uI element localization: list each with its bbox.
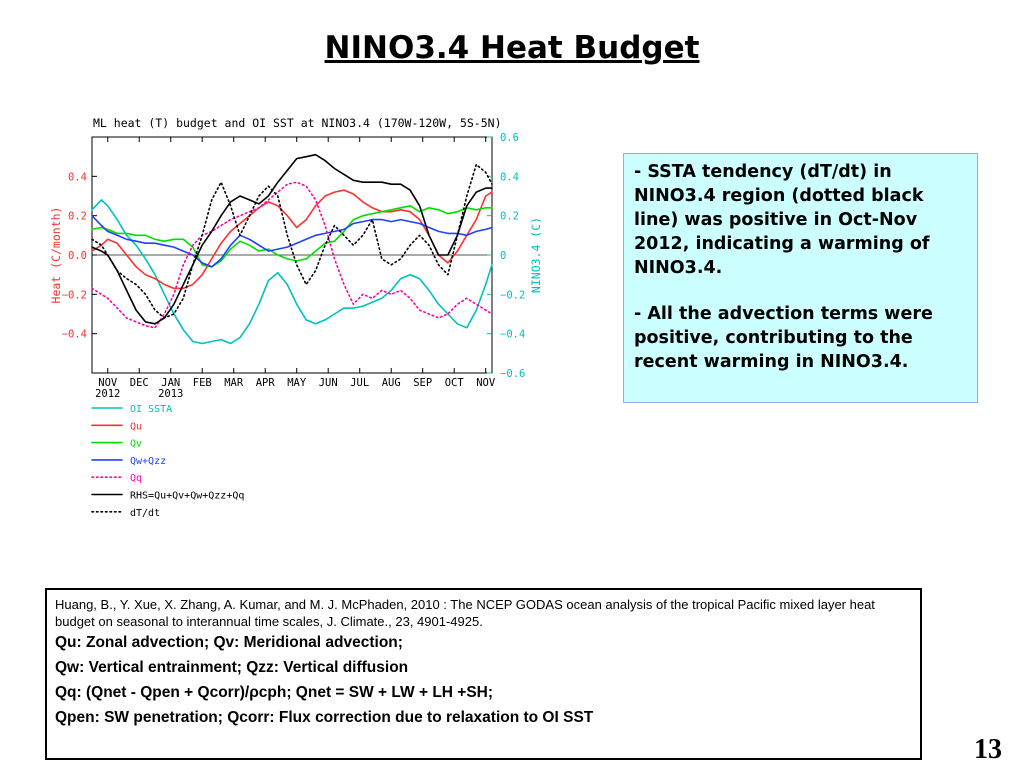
legend-label: RHS=Qu+Qv+Qw+Qzz+Qq — [130, 491, 244, 502]
year-label: 2013 — [158, 388, 183, 400]
bullet-dash: - — [634, 162, 648, 182]
plot-content: NOV DEC JAN FEB MAR APR MAY JUN JUL AUG SEP OCT NOV2… — [62, 132, 526, 400]
legend-label: OI SSTA — [130, 404, 172, 415]
x-tick-label: JUN — [319, 377, 338, 389]
y-tick-label-left: 0.2 — [68, 211, 87, 223]
chart-title: ML heat (T) budget and OI SST at NINO3.4… — [93, 116, 502, 130]
y-tick-label-right: 0.6 — [500, 132, 519, 144]
legend-label: Qv — [130, 439, 142, 450]
year-label: 2012 — [95, 388, 120, 400]
series-line-dt-dt — [91, 163, 493, 319]
x-tick-label: OCT — [445, 377, 465, 389]
legend-label: dT/dt — [130, 508, 160, 519]
y-tick-label-left: 0.0 — [68, 250, 87, 262]
page-number: 13 — [974, 734, 1002, 765]
x-tick-label: JAN — [161, 377, 180, 389]
definition-entrainment: Qw: Vertical entrainment; Qzz: Vertical … — [55, 659, 409, 676]
bullet-ssta-tendency: - SSTA tendency (dT/dt) in NINO3.4 regio… — [634, 160, 971, 280]
definition-qq: Qq: (Qnet - Qpen + Qcorr)/ρcph; Qnet = S… — [55, 684, 494, 701]
series-line-qw-qzz — [91, 214, 493, 268]
series-line-qu — [91, 189, 493, 290]
y-tick-label-right: 0.4 — [500, 171, 519, 183]
bullet-text: SSTA tendency (dT/dt) in NINO3.4 region … — [634, 162, 930, 278]
bullet-box: - SSTA tendency (dT/dt) in NINO3.4 regio… — [623, 153, 978, 403]
legend-label: Qq — [130, 473, 142, 484]
y-tick-label-right: −0.6 — [500, 368, 525, 380]
y-tick-label-left: −0.4 — [62, 329, 87, 341]
series-line-rhs-qu-qv-qw-qzz-qq — [91, 153, 493, 325]
reference-box: Huang, B., Y. Xue, X. Zhang, A. Kumar, a… — [45, 588, 922, 760]
series-line-qv — [91, 205, 493, 268]
bullet-advection-terms: - All the advection terms were positive,… — [634, 302, 971, 374]
x-tick-label: JUL — [350, 377, 369, 389]
y-axis-label-left: Heat (C/month) — [49, 207, 63, 304]
x-tick-label: APR — [256, 377, 276, 389]
legend: OI SSTA Qu Qv Qw+Qzz Qq RHS=Qu+Qv+Qw+Qzz+Qq dT… — [91, 404, 244, 519]
definition-advection: Qu: Zonal advection; Qv: Meridional adve… — [55, 634, 403, 651]
legend-label: Qu — [130, 421, 142, 432]
x-tick-label: FEB — [193, 377, 212, 389]
y-tick-label-left: 0.4 — [68, 171, 87, 183]
x-tick-label: MAY — [287, 377, 307, 389]
x-tick-label: NOV — [476, 377, 496, 389]
y-tick-label-right: −0.4 — [500, 329, 525, 341]
x-tick-label: AUG — [382, 377, 401, 389]
slide-title: NINO3.4 Heat Budget — [324, 30, 700, 66]
definition-qpen: Qpen: SW penetration; Qcorr: Flux correc… — [55, 709, 594, 726]
x-tick-label: NOV — [98, 377, 118, 389]
y-tick-label-right: 0 — [500, 250, 506, 262]
reference-citation: Huang, B., Y. Xue, X. Zhang, A. Kumar, a… — [55, 597, 875, 629]
bullet-text: All the advection terms were positive, c… — [634, 304, 933, 372]
y-tick-label-right: −0.2 — [500, 289, 525, 301]
bullet-dash: - — [634, 304, 648, 324]
x-tick-label: MAR — [224, 377, 244, 389]
x-tick-label: SEP — [413, 377, 432, 389]
y-axis-label-right: NINO3.4 (C) — [529, 217, 543, 293]
series-line-qq — [91, 181, 493, 329]
series-line-oi-ssta — [91, 199, 493, 345]
legend-label: Qw+Qzz — [130, 456, 166, 467]
y-tick-label-left: −0.2 — [62, 289, 87, 301]
x-tick-label: DEC — [130, 377, 149, 389]
y-tick-label-right: 0.2 — [500, 211, 519, 223]
